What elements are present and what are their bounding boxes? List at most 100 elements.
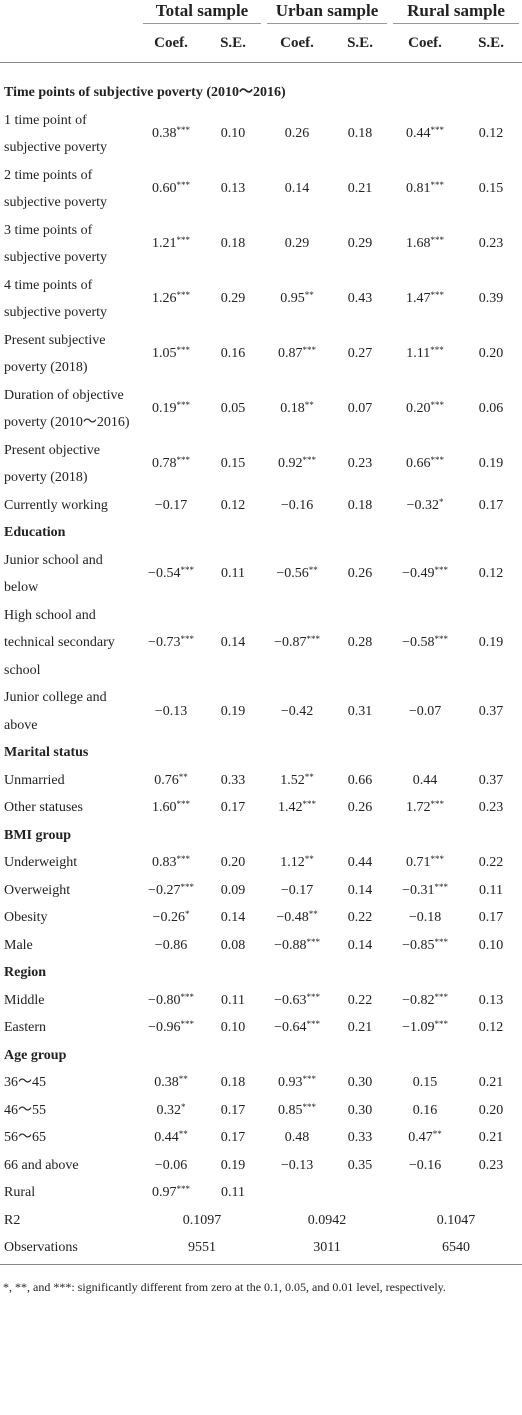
cell: 0.21: [347, 1020, 373, 1035]
group-title: Total sample: [143, 1, 262, 24]
cell: −0.17: [154, 497, 188, 513]
cell: −0.16: [280, 497, 314, 513]
cell: 0.20***: [406, 400, 445, 417]
cell: −0.32*: [406, 496, 444, 513]
row-label: Underweight: [4, 855, 78, 870]
cell: 0.16: [412, 1102, 438, 1118]
row-label: Unmarried: [4, 772, 65, 788]
cell: 1.60***: [152, 799, 190, 816]
empty-cell: [460, 1179, 522, 1207]
cell: −0.88***: [274, 936, 320, 953]
cell: 0.26: [284, 126, 310, 142]
cell: 0.26: [347, 566, 373, 582]
cell: 0.97***: [152, 1184, 190, 1201]
cell: −0.42: [280, 703, 314, 719]
cell: 0.12: [478, 126, 504, 142]
row-label: 36～45: [4, 1075, 46, 1090]
table-row: 4 time points of subjective poverty 1.26*…: [0, 272, 522, 327]
table-row: 1 time point of subjective poverty 0.38**…: [0, 107, 522, 162]
cell: 0.38***: [152, 125, 190, 142]
cell: 0.22: [347, 992, 373, 1008]
cell: 0.47**: [408, 1129, 442, 1146]
cell: −0.73***: [148, 634, 194, 651]
regression-table: Total sample Urban sample Rural sample Coe…: [0, 0, 522, 1265]
cell: 0.83***: [152, 854, 190, 871]
cell: −0.16: [408, 1157, 442, 1173]
cell: 0.48: [284, 1130, 310, 1145]
cell: 0.30: [347, 1102, 373, 1118]
cell: 0.07: [347, 401, 373, 417]
cell: −0.17: [280, 882, 314, 898]
cell: 0.1097: [182, 1212, 222, 1228]
column-header: Coef.: [264, 24, 331, 63]
row-label: High school and technical secondary scho…: [4, 607, 115, 678]
table-row: Present objective poverty (2018) 0.78*** 0…: [0, 437, 522, 492]
cell: 1.11***: [406, 345, 444, 362]
row-label: Rural: [4, 1185, 36, 1200]
cell: 0.20: [478, 1102, 504, 1118]
empty-cell: [390, 1179, 460, 1207]
row-label: 4 time points of subjective poverty: [4, 277, 108, 321]
cell: 0.87***: [278, 345, 317, 362]
cell: 0.43: [347, 291, 373, 307]
cell: −0.63***: [274, 991, 320, 1008]
cell: 0.31: [347, 703, 373, 719]
cell: 0.60***: [152, 180, 190, 197]
cell: 0.21: [347, 181, 373, 197]
cell: 0.81***: [406, 180, 445, 197]
cell: −0.85***: [402, 936, 448, 953]
table-row: Rural 0.97*** 0.11: [0, 1179, 522, 1207]
table-row: Age group: [0, 1042, 522, 1070]
cell: 0.76**: [154, 771, 188, 788]
table-row: Middle −0.80*** 0.11 −0.63*** 0.22 −0.82*** 0.…: [0, 987, 522, 1015]
cell: 0.12: [478, 566, 504, 582]
cell: −0.64***: [274, 1019, 320, 1036]
footnote: *, **, and ***: significantly different …: [3, 1279, 446, 1294]
cell: 0.10: [220, 1020, 246, 1035]
cell: 0.18: [220, 1075, 246, 1090]
table-row: Male −0.86 0.08 −0.88*** 0.14 −0.85*** 0.10: [0, 932, 522, 960]
table-row: 56～65 0.44** 0.17 0.48 0.33 0.47** 0.21: [0, 1124, 522, 1152]
table-row: Junior school and below −0.54*** 0.11 −0.56…: [0, 547, 522, 602]
group-header: Rural sample: [390, 0, 522, 24]
group-header: Total sample: [140, 0, 264, 24]
cell: 0.19: [220, 703, 246, 719]
cell: −0.87***: [274, 634, 320, 651]
cell: 0.23: [347, 456, 373, 472]
table-row: 66 and above −0.06 0.19 −0.13 0.35 −0.16 0.23: [0, 1152, 522, 1180]
empty-cell: [330, 1179, 390, 1207]
table-row: High school and technical secondary scho…: [0, 602, 522, 685]
row-label: Present objective poverty (2018): [4, 442, 101, 486]
row-label: Present subjective poverty (2018): [4, 332, 106, 376]
table-row: BMI group: [0, 822, 522, 850]
cell: −1.09***: [402, 1019, 448, 1036]
table-row: Overweight −0.27*** 0.09 −0.17 0.14 −0.31*** 0…: [0, 877, 522, 905]
cell: 0.10: [220, 126, 246, 142]
cell: 0.1047: [436, 1212, 476, 1228]
row-label: Junior college and above: [4, 690, 107, 733]
cell: 0.08: [220, 937, 246, 953]
cell: −0.49***: [402, 565, 448, 582]
cell: 0.19: [478, 456, 504, 472]
cell: 0.95**: [280, 290, 314, 307]
cell: −0.13: [154, 703, 188, 719]
cell: −0.56**: [276, 565, 318, 582]
cell: 0.30: [347, 1075, 373, 1090]
cell: 1.26***: [152, 290, 190, 307]
cell: 0.23: [478, 236, 504, 252]
row-label: Duration of objective poverty (2010～2016…: [4, 387, 130, 431]
cell: −0.27***: [148, 881, 194, 898]
row-label: 66 and above: [4, 1157, 79, 1173]
cell: −0.54***: [148, 565, 194, 582]
table-row: R2 0.1097 0.0942 0.1047: [0, 1207, 522, 1235]
table-row: Eastern −0.96*** 0.10 −0.64*** 0.21 −1.09*** 0…: [0, 1014, 522, 1042]
cell: 0.85***: [278, 1101, 317, 1118]
cell: 1.12**: [280, 854, 314, 871]
cell: −0.26*: [152, 909, 190, 926]
cell: 0.05: [220, 401, 246, 417]
table-row: Obesity −0.26* 0.14 −0.48** 0.22 −0.18 0.17: [0, 904, 522, 932]
table-row: Education: [0, 519, 522, 547]
cell: 0.44: [412, 772, 438, 788]
table-row: Present subjective poverty (2018) 1.05***…: [0, 327, 522, 382]
